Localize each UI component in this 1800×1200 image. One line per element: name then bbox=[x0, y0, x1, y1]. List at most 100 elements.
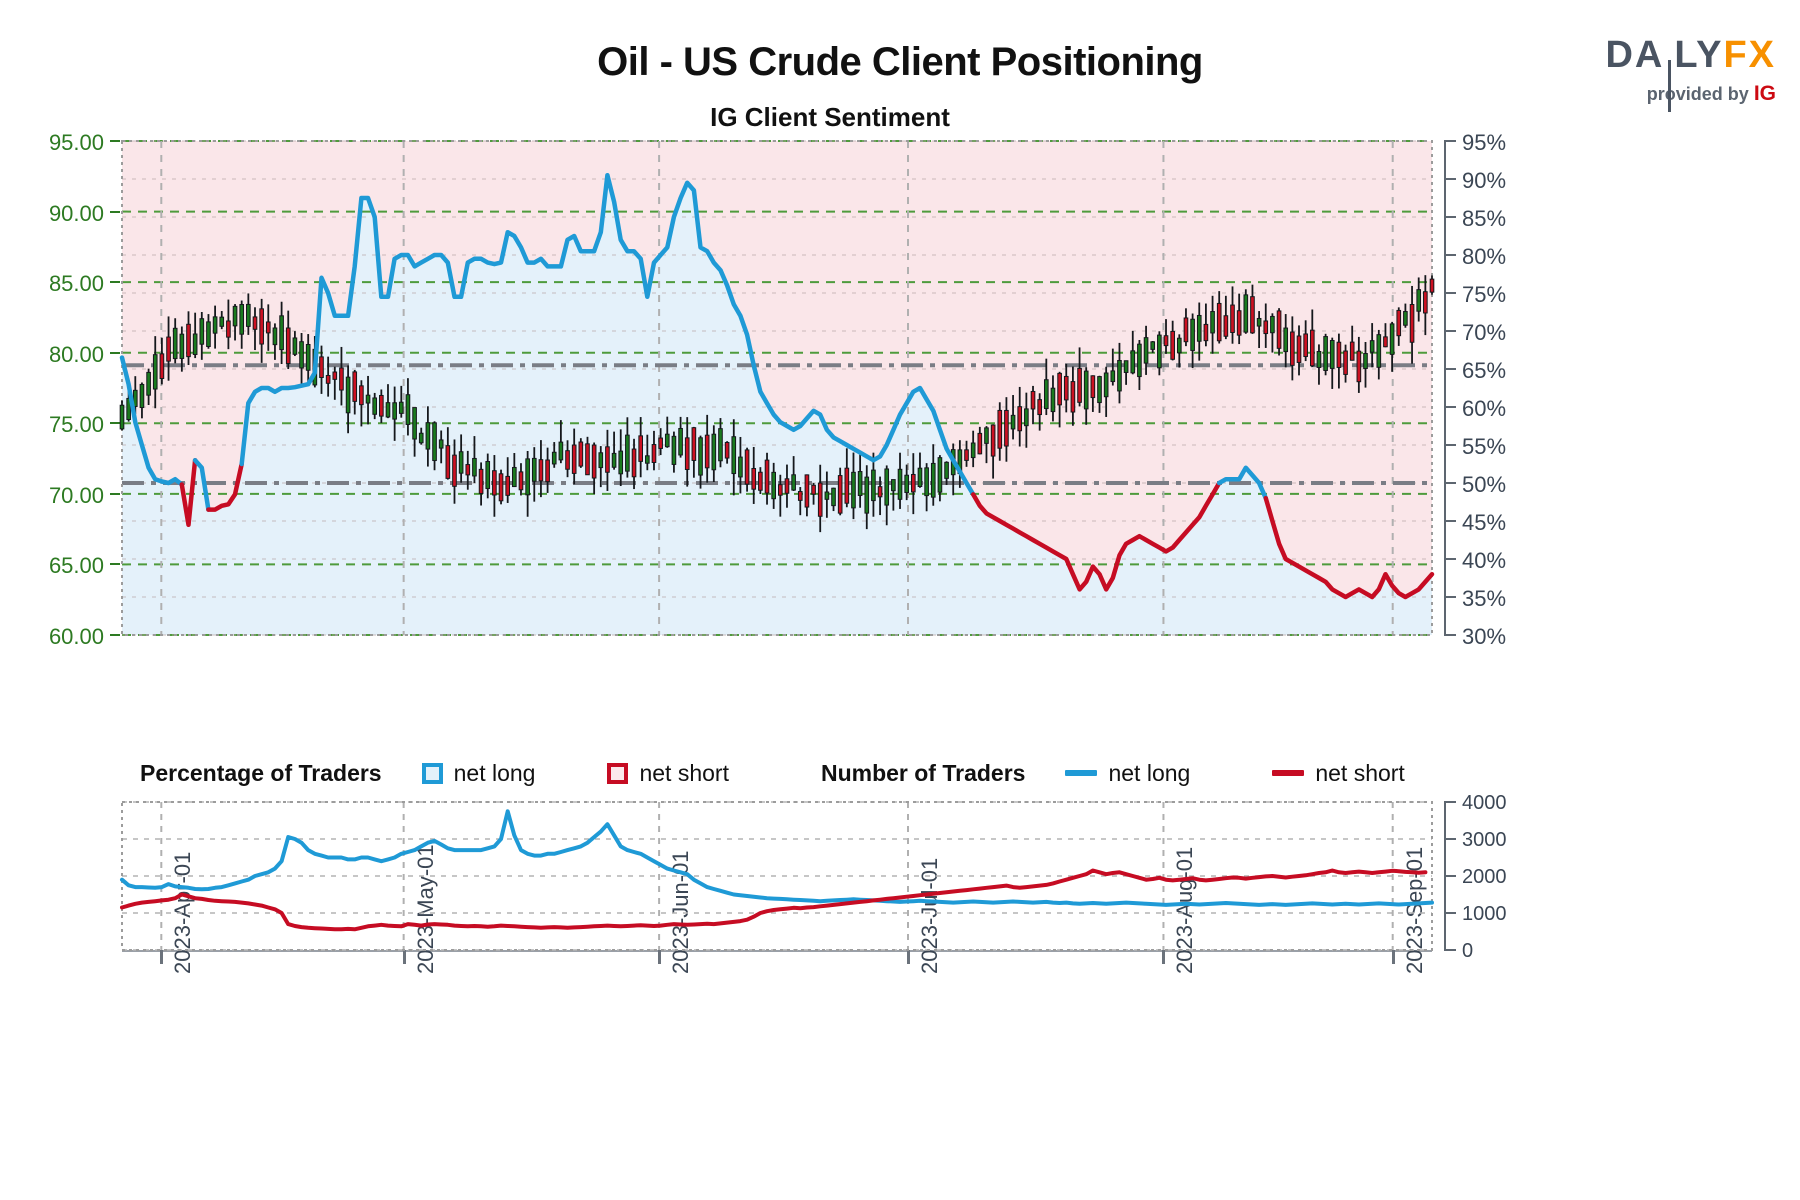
axis-tickmark bbox=[1444, 634, 1456, 636]
price-axis-tick: 90.00 bbox=[48, 200, 104, 226]
percent-axis-tick: 40% bbox=[1462, 548, 1507, 573]
candle-body bbox=[146, 371, 151, 396]
candle-body bbox=[392, 402, 397, 420]
candle-body bbox=[1396, 309, 1402, 337]
candle-body bbox=[937, 457, 943, 493]
candle-body bbox=[625, 434, 630, 472]
traders-panel bbox=[120, 801, 1434, 951]
candle-body bbox=[1409, 304, 1415, 343]
sentiment-panel bbox=[119, 140, 1435, 636]
axis-tickmark bbox=[1444, 558, 1456, 560]
axis-tickmark bbox=[1444, 444, 1456, 446]
legend-item-pct-net-long[interactable]: net long bbox=[421, 760, 535, 787]
candle-body bbox=[917, 467, 923, 488]
candle-body bbox=[186, 323, 191, 358]
candle-body bbox=[1090, 375, 1096, 399]
axis-spine bbox=[1444, 802, 1446, 950]
candle-body bbox=[1283, 327, 1289, 353]
candle-body bbox=[738, 456, 743, 478]
axis-tickmark bbox=[110, 351, 120, 354]
candle-body bbox=[837, 475, 843, 514]
candle-body bbox=[1316, 351, 1322, 368]
candle-body bbox=[585, 443, 590, 476]
percent-axis-tick: 50% bbox=[1462, 472, 1507, 497]
axis-tickmark bbox=[110, 140, 120, 142]
candle-body bbox=[379, 394, 384, 417]
candle-body bbox=[119, 404, 125, 430]
candle-body bbox=[285, 327, 291, 364]
axis-tickmark bbox=[402, 950, 406, 964]
candle-body bbox=[332, 371, 338, 380]
candle-body bbox=[1176, 337, 1182, 354]
candle-body bbox=[911, 473, 916, 493]
candle-body bbox=[472, 457, 477, 477]
axis-tickmark bbox=[1444, 406, 1456, 408]
candle-body bbox=[352, 371, 358, 402]
candle-body bbox=[984, 427, 989, 444]
candle-body bbox=[1369, 340, 1375, 353]
candle-body bbox=[1143, 337, 1149, 364]
legend-item-pct-net-short[interactable]: net short bbox=[607, 760, 729, 787]
candle-body bbox=[811, 484, 816, 495]
candle-body bbox=[877, 486, 883, 498]
candle-body bbox=[1290, 331, 1295, 366]
chart-subtitle: IG Client Sentiment bbox=[710, 102, 950, 132]
axis-tickmark bbox=[1444, 949, 1456, 951]
candle-body bbox=[1303, 333, 1308, 358]
candle-body bbox=[432, 422, 437, 462]
legend-item-num-net-short[interactable]: net short bbox=[1272, 760, 1405, 787]
candle-body bbox=[598, 452, 604, 469]
candle-body bbox=[272, 327, 278, 346]
legend-group-number: Number of Traders bbox=[820, 759, 1026, 786]
candle-body bbox=[1323, 336, 1328, 371]
candle-body bbox=[478, 468, 484, 494]
candle-body bbox=[219, 316, 225, 327]
net-long-area bbox=[122, 175, 1432, 635]
percent-axis-tick: 75% bbox=[1462, 282, 1507, 307]
candle-body bbox=[1150, 341, 1156, 350]
candle-body bbox=[1210, 311, 1215, 334]
chart-legend: Percentage of Traders net long net short… bbox=[140, 756, 1405, 790]
candle-body bbox=[505, 475, 511, 496]
candle-body bbox=[345, 376, 351, 414]
candle-body bbox=[438, 439, 444, 449]
candle-body bbox=[1010, 414, 1016, 430]
candle-body bbox=[664, 433, 670, 448]
net-long-line bbox=[239, 172, 976, 497]
legend-item-num-net-long[interactable]: net long bbox=[1065, 760, 1190, 787]
candle-body bbox=[1363, 353, 1368, 369]
net-long-line bbox=[1216, 465, 1269, 501]
candle-body bbox=[1423, 291, 1428, 314]
traders-axis-tick: 1000 bbox=[1462, 903, 1507, 925]
candle-body bbox=[166, 336, 171, 362]
axis-tickmark bbox=[110, 634, 120, 636]
candle-body bbox=[531, 457, 537, 482]
legend-label: net short bbox=[1315, 759, 1405, 786]
candle-body bbox=[764, 459, 770, 494]
candle-body bbox=[518, 471, 524, 491]
candle-body bbox=[924, 467, 929, 497]
candle-body bbox=[359, 385, 364, 406]
candle-body bbox=[325, 374, 331, 384]
candle-body bbox=[259, 308, 264, 345]
net-long-line-icon bbox=[1065, 770, 1098, 776]
candle-body bbox=[1429, 278, 1435, 293]
candle-body bbox=[831, 487, 836, 507]
candle-body bbox=[904, 474, 909, 493]
candle-body bbox=[1336, 341, 1342, 368]
candle-body bbox=[265, 321, 271, 334]
traders-net-long-line bbox=[120, 809, 1434, 907]
candle-body bbox=[1123, 360, 1129, 373]
plot-frame bbox=[121, 140, 1433, 636]
net-long-swatch-icon bbox=[421, 762, 443, 784]
candle-body bbox=[1183, 317, 1189, 343]
candle-body bbox=[299, 341, 304, 369]
axis-tickmark bbox=[110, 281, 120, 284]
candle-body bbox=[1190, 318, 1195, 351]
candle-body bbox=[1329, 340, 1335, 369]
candle-body bbox=[751, 467, 757, 490]
candle-body bbox=[418, 432, 424, 444]
candle-body bbox=[791, 474, 796, 491]
candle-body bbox=[1256, 317, 1262, 327]
candle-body bbox=[445, 445, 451, 479]
